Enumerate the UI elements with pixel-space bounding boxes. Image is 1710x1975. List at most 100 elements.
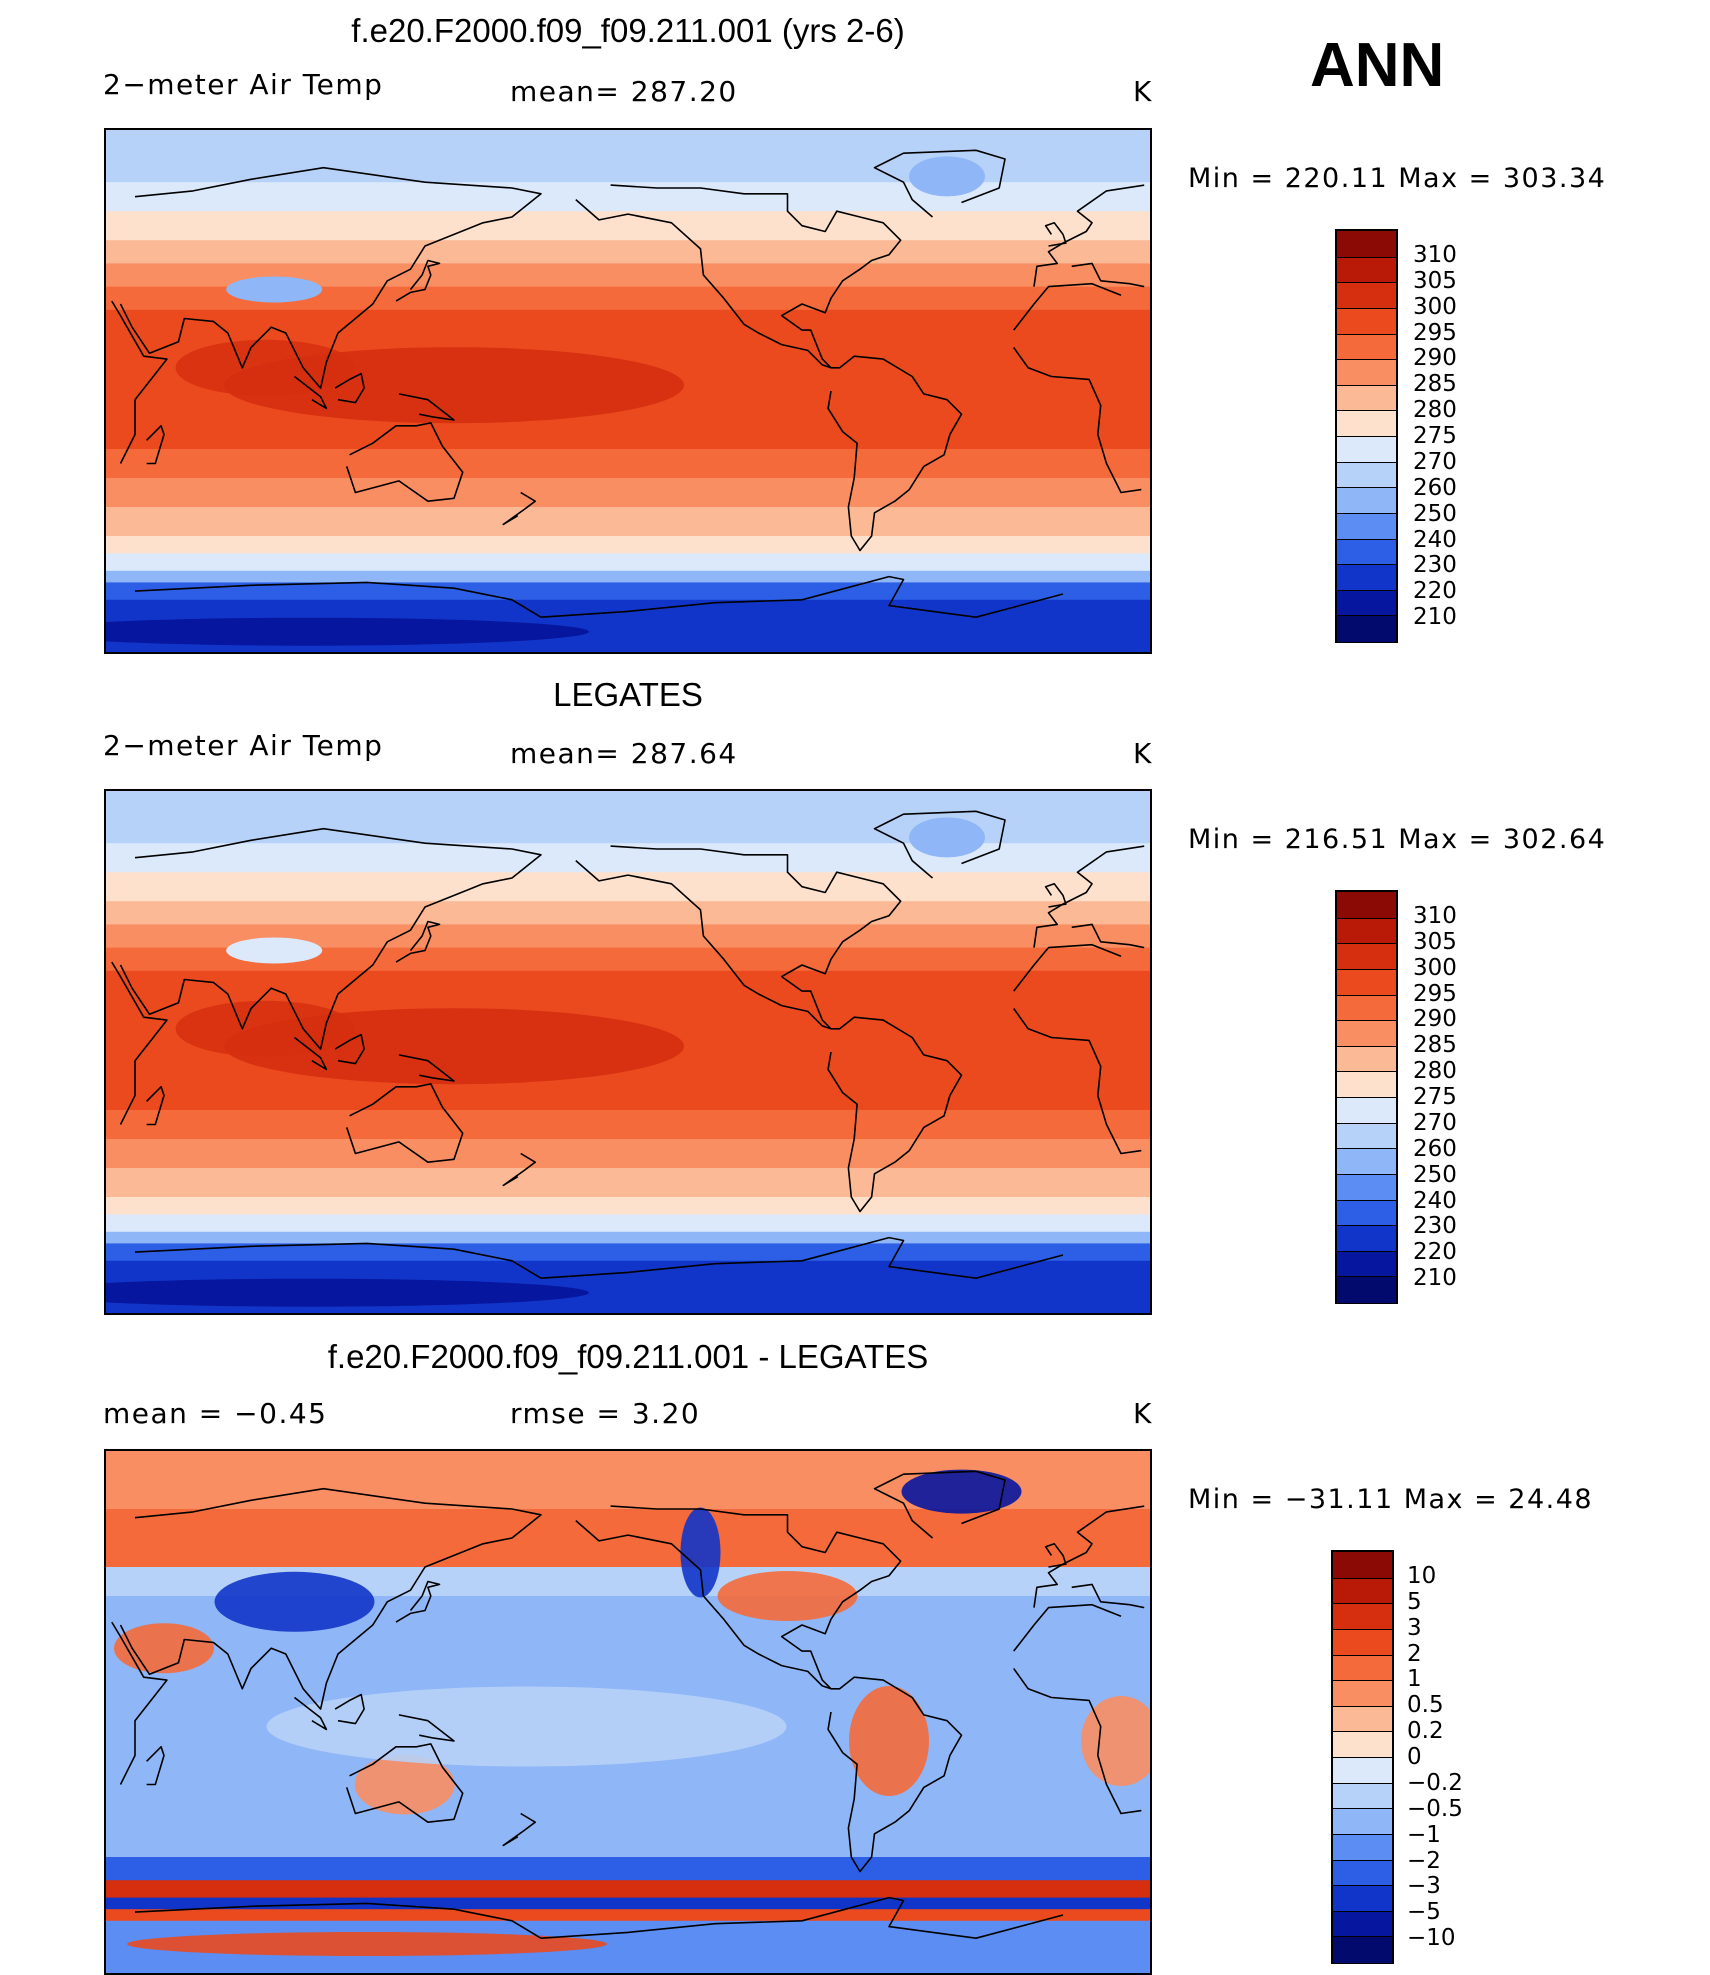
coastline-africa xyxy=(1013,1668,1142,1815)
colorbar-swatch xyxy=(1337,461,1396,489)
contour-band xyxy=(106,536,1150,555)
colorbar-tick-label: 270 xyxy=(1413,448,1457,475)
coastline-antarctica xyxy=(134,581,542,618)
coastline-sumatra xyxy=(294,1696,328,1731)
contour-band xyxy=(106,1110,1150,1140)
contour-band xyxy=(106,901,1150,926)
coastline-nz xyxy=(502,1812,537,1847)
panel-2-temperature-field xyxy=(106,791,1150,1313)
colorbar-swatch xyxy=(1337,1097,1396,1124)
coastline-africa xyxy=(111,300,168,464)
coastline-japan xyxy=(395,920,441,963)
colorbar-swatch xyxy=(1337,994,1396,1022)
coastline-southamerica xyxy=(827,1676,963,1873)
contour-band xyxy=(106,211,1150,242)
season-label: ANN xyxy=(1310,31,1445,100)
colorbar-swatch xyxy=(1337,968,1396,996)
panel-3-colorbar xyxy=(1331,1550,1394,1964)
coastline-madagascar xyxy=(146,1085,165,1126)
colorbar-swatch xyxy=(1337,256,1396,284)
colorbar-tick-label: −5 xyxy=(1407,1899,1441,1926)
coastline-madagascar xyxy=(146,1745,165,1786)
panel-1-mean-label: mean= 287.20 xyxy=(510,75,738,108)
colorbar-tick-label: 210 xyxy=(1413,1265,1457,1292)
panel-1-variable-label: 2−meter Air Temp xyxy=(103,68,384,101)
difference-anomaly-region xyxy=(214,1571,375,1632)
contour-band xyxy=(106,582,1150,601)
coastline-eurasia xyxy=(1071,923,1145,949)
difference-anomaly-region xyxy=(680,1507,721,1598)
coastline-eurasia xyxy=(1033,184,1145,287)
contour-band xyxy=(106,240,1150,265)
colorbar-swatch xyxy=(1333,1577,1392,1605)
panel-3-map xyxy=(104,1449,1152,1975)
colorbar-swatch xyxy=(1333,1757,1392,1784)
coastline-antarctica xyxy=(540,1236,1064,1280)
colorbar-swatch xyxy=(1337,1173,1396,1201)
contour-band xyxy=(106,1509,1150,1568)
coastline-madagascar xyxy=(146,424,165,465)
coastline-africa xyxy=(1013,1008,1142,1155)
colorbar-tick-label: −3 xyxy=(1407,1873,1441,1900)
coastline-australia xyxy=(345,1743,464,1824)
coastline-southamerica xyxy=(827,355,963,552)
contour-band xyxy=(106,1214,1150,1233)
colorbar-swatch xyxy=(1337,1122,1396,1150)
contour-band xyxy=(106,1231,1150,1245)
colorbar-tick-label: 0.5 xyxy=(1407,1692,1444,1719)
coastline-borneo xyxy=(334,1033,365,1065)
coastline-northamerica xyxy=(575,1505,902,1690)
colorbar-swatch xyxy=(1333,1552,1392,1579)
coastline-eurasia xyxy=(119,166,542,389)
panel-1-min-max: Min = 220.11 Max = 303.34 xyxy=(1188,163,1607,194)
colorbar-tick-label: 275 xyxy=(1413,423,1457,449)
difference-anomaly-region xyxy=(114,1623,214,1674)
colorbar-swatch xyxy=(1337,231,1396,258)
coastline-africa xyxy=(1013,943,1122,992)
cold-region xyxy=(909,156,985,197)
coastline-newguinea xyxy=(398,1054,455,1082)
coastline-eurasia xyxy=(119,827,542,1050)
contour-band xyxy=(106,1168,1150,1198)
colorbar-tick-label: 230 xyxy=(1413,1213,1457,1240)
colorbar-swatch xyxy=(1337,1225,1396,1252)
coastline-southamerica xyxy=(827,1016,963,1213)
colorbar-swatch xyxy=(1337,1045,1396,1073)
coastline-uk xyxy=(1044,222,1067,247)
coastline-antarctica xyxy=(134,1242,542,1279)
colorbar-tick-label: 300 xyxy=(1413,954,1457,981)
coastline-antarctica xyxy=(540,575,1064,619)
colorbar-swatch xyxy=(1337,359,1396,386)
colorbar-swatch xyxy=(1333,1603,1392,1630)
coastline-nz xyxy=(502,491,537,526)
panel-2-variable-label: 2−meter Air Temp xyxy=(103,729,384,762)
coastline-borneo xyxy=(334,372,365,404)
coastline-borneo xyxy=(334,1693,365,1725)
contour-band xyxy=(106,1139,1150,1169)
colorbar-tick-label: 250 xyxy=(1413,1161,1457,1188)
panel-1-colorbar xyxy=(1335,229,1398,643)
coastline-greenland xyxy=(873,810,1006,879)
difference-anomaly-region xyxy=(354,1754,455,1815)
coastline-nz xyxy=(502,1152,537,1187)
colorbar-swatch xyxy=(1337,307,1396,335)
colorbar-swatch xyxy=(1333,1833,1392,1861)
colorbar-swatch xyxy=(1337,410,1396,437)
contour-band xyxy=(106,478,1150,508)
colorbar-tick-label: 240 xyxy=(1413,1187,1457,1214)
coastline-africa xyxy=(1013,347,1142,494)
colorbar-tick-label: 290 xyxy=(1413,1006,1457,1033)
panel-1-units: K xyxy=(1133,75,1153,108)
contour-band xyxy=(106,872,1150,903)
colorbar-swatch xyxy=(1337,1199,1396,1227)
contour-band xyxy=(106,1857,1150,1882)
colorbar-tick-label: 275 xyxy=(1413,1084,1457,1110)
colorbar-tick-label: 220 xyxy=(1413,1239,1457,1266)
colorbar-swatch xyxy=(1337,282,1396,309)
contour-band xyxy=(106,553,1150,572)
panel-3-units: K xyxy=(1133,1397,1153,1430)
colorbar-swatch xyxy=(1333,1808,1392,1835)
colorbar-swatch xyxy=(1337,589,1396,617)
coastline-sumatra xyxy=(294,375,328,410)
coastline-antarctica xyxy=(134,1902,542,1939)
